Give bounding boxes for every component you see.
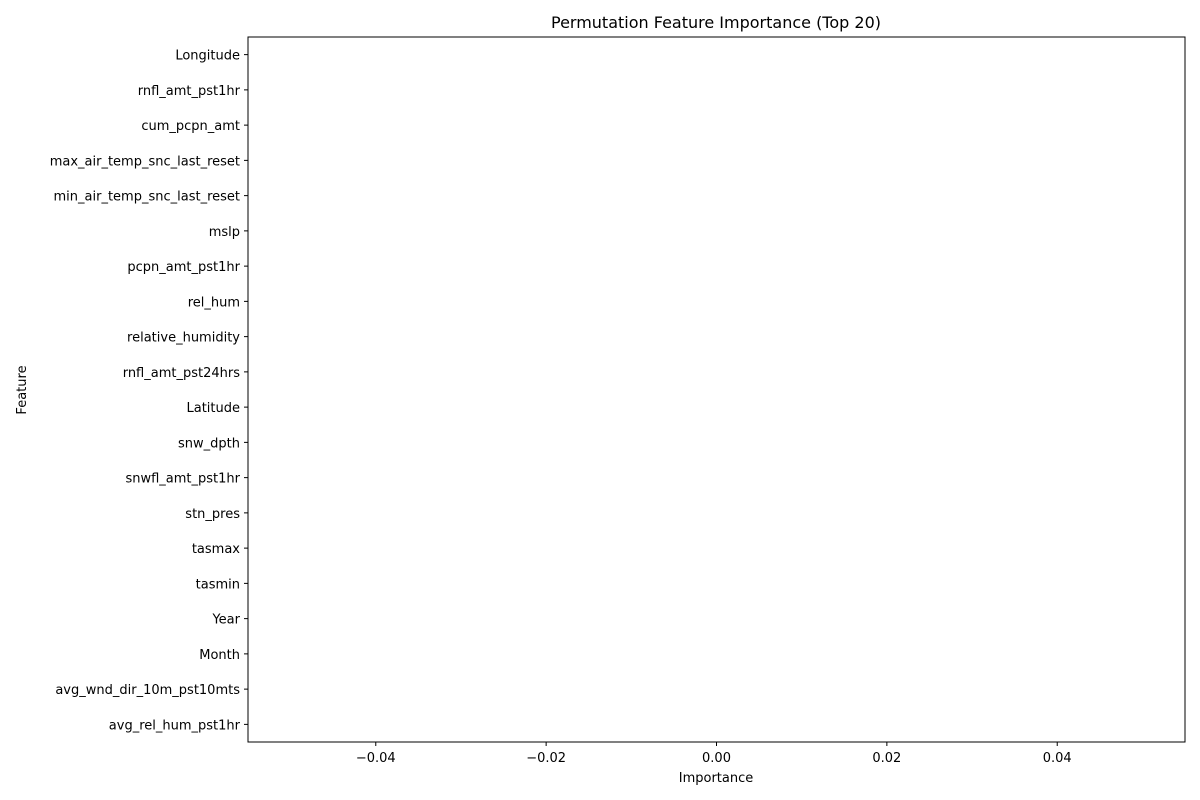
x-tick-label: 0.00 bbox=[702, 751, 731, 766]
y-tick-label: avg_rel_hum_pst1hr bbox=[109, 718, 241, 733]
y-tick-label: max_air_temp_snc_last_reset bbox=[50, 154, 240, 169]
y-tick-label: min_air_temp_snc_last_reset bbox=[54, 190, 240, 205]
y-tick-label: tasmin bbox=[196, 577, 240, 592]
x-axis: −0.04 −0.02 0.00 0.02 0.04 bbox=[356, 742, 1072, 766]
x-tick-label: −0.04 bbox=[356, 751, 396, 766]
x-tick-label: 0.04 bbox=[1043, 751, 1072, 766]
x-tick-label: 0.02 bbox=[872, 751, 901, 766]
y-tick-label: snwfl_amt_pst1hr bbox=[125, 472, 240, 487]
y-axis-label: Feature bbox=[15, 365, 30, 414]
y-tick-label: pcpn_amt_pst1hr bbox=[127, 260, 240, 275]
y-tick-label: rnfl_amt_pst24hrs bbox=[123, 366, 241, 381]
y-tick-label: rel_hum bbox=[188, 295, 240, 310]
y-tick-label: Latitude bbox=[186, 401, 240, 416]
y-axis: Longitude rnfl_amt_pst1hr cum_pcpn_amt max_… bbox=[50, 49, 248, 733]
x-tick-label: −0.02 bbox=[526, 751, 566, 766]
y-tick-label: avg_wnd_dir_10m_pst10mts bbox=[55, 683, 240, 698]
y-tick-label: Longitude bbox=[175, 49, 240, 64]
x-axis-label: Importance bbox=[679, 771, 754, 786]
plot-area bbox=[247, 36, 1186, 743]
plot-frame bbox=[247, 36, 1186, 743]
y-tick-label: stn_pres bbox=[185, 507, 240, 522]
chart-title: Permutation Feature Importance (Top 20) bbox=[551, 13, 881, 32]
y-tick-label: snw_dpth bbox=[178, 436, 240, 451]
y-tick-label: cum_pcpn_amt bbox=[141, 119, 240, 134]
y-tick-label: Month bbox=[199, 648, 240, 663]
y-tick-label: mslp bbox=[209, 225, 240, 240]
y-tick-label: tasmax bbox=[192, 542, 240, 557]
y-tick-label: relative_humidity bbox=[127, 331, 240, 346]
y-tick-label: rnfl_amt_pst1hr bbox=[138, 84, 241, 99]
y-tick-label: Year bbox=[211, 613, 240, 628]
